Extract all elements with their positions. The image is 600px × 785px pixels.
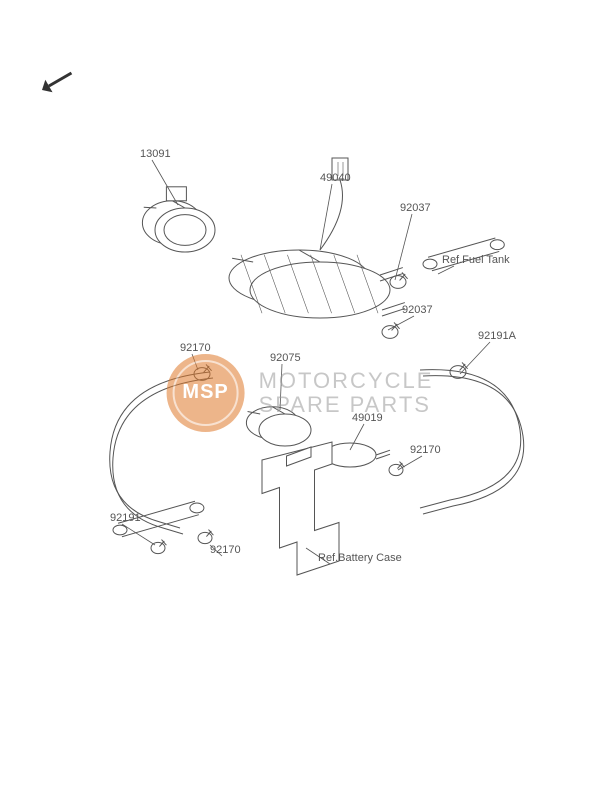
callout-92075: 92075 [270, 352, 301, 364]
callout-refBattery: Ref.Battery Case [318, 552, 402, 564]
callout-13091: 13091 [140, 148, 171, 160]
callout-92037b: 92037 [402, 304, 433, 316]
callout-92191A: 92191A [478, 330, 516, 342]
diagram-svg [0, 0, 600, 785]
callout-49040: 49040 [320, 172, 351, 184]
diagram-canvas: 13091 49040 92037 92037 Ref.Fuel Tank 92191A 9… [0, 0, 600, 785]
callout-refFuelTank: Ref.Fuel Tank [442, 254, 510, 266]
callout-49019: 49019 [352, 412, 383, 424]
callout-92170b: 92170 [410, 444, 441, 456]
callout-92170a: 92170 [180, 342, 211, 354]
callout-92191: 92191 [110, 512, 141, 524]
callout-92170c: 92170 [210, 544, 241, 556]
callout-92037a: 92037 [400, 202, 431, 214]
